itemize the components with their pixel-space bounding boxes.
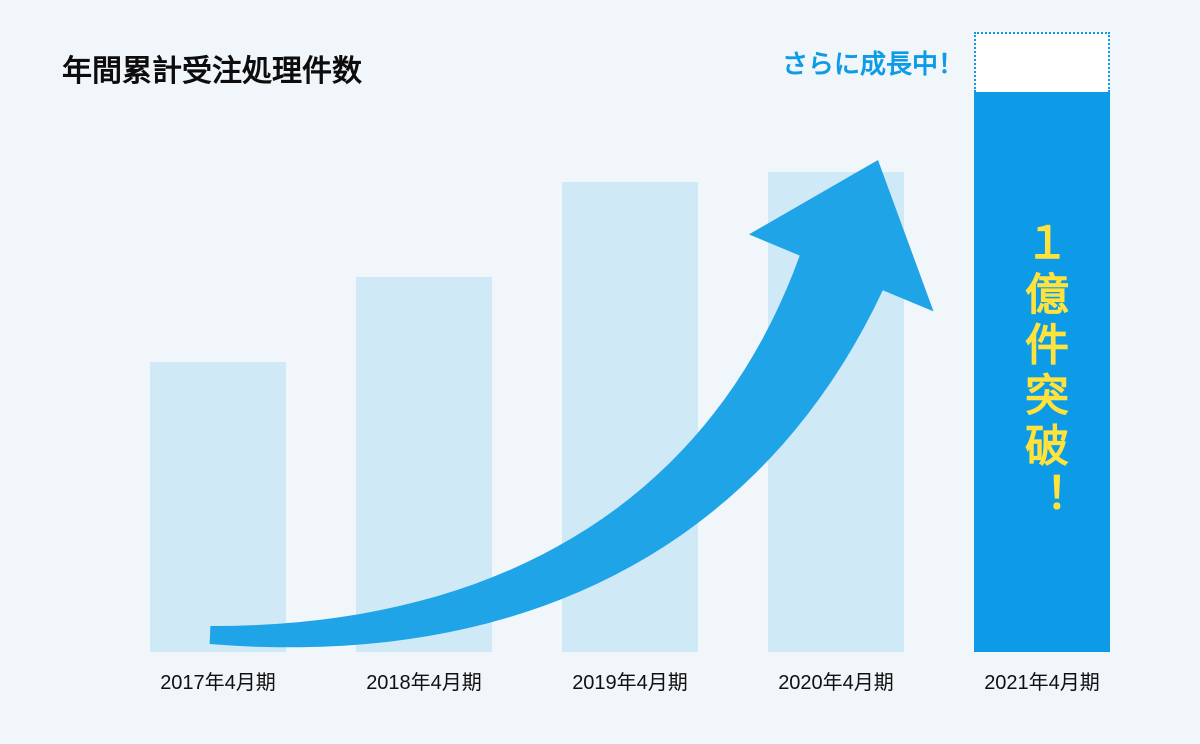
- x-axis-label: 2017年4月期: [128, 666, 308, 695]
- growth-label: さらに成長中！: [782, 44, 964, 81]
- bar: [562, 182, 698, 652]
- growth-box: [974, 32, 1110, 92]
- bar: [768, 172, 904, 652]
- chart-title: 年間累計受注処理件数: [62, 46, 362, 90]
- x-axis-label: 2021年4月期: [952, 666, 1132, 695]
- highlight-bar-label: １億件突破！: [974, 122, 1110, 622]
- x-axis-label: 2020年4月期: [746, 666, 926, 695]
- x-axis-label: 2019年4月期: [540, 666, 720, 695]
- bar: [356, 277, 492, 652]
- x-axis-label: 2018年4月期: [334, 666, 514, 695]
- bar: [150, 362, 286, 652]
